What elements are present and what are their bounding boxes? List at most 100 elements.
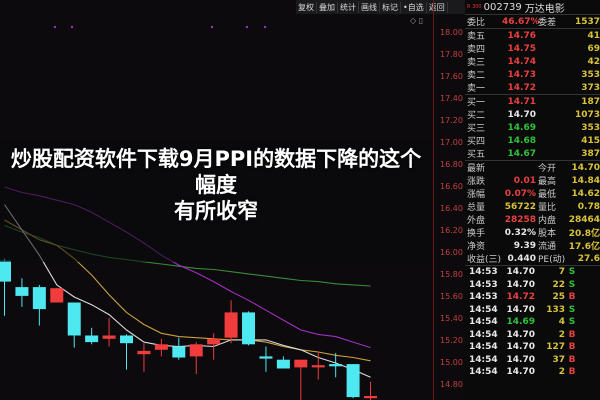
label: 换手: [467, 229, 486, 239]
value: 0.78: [577, 201, 600, 212]
trade-row: 14:53 14.70 7 S: [465, 266, 600, 279]
label: 卖二: [467, 71, 486, 81]
label: 委差: [538, 18, 557, 28]
volume: 42: [587, 56, 600, 67]
trade-volume: 4: [558, 317, 565, 328]
label: 最高: [538, 177, 557, 187]
value: 56722: [504, 201, 536, 212]
label: 买二: [467, 111, 486, 121]
label: 总量: [467, 203, 486, 213]
trade-side: B: [568, 292, 576, 303]
y-tick-label: 14.80: [440, 380, 463, 389]
stat-row: 总量 56722 量比 0.78: [465, 200, 600, 214]
toolbar-button[interactable]: 复权: [296, 1, 317, 13]
trade-time: 14:54: [469, 329, 498, 340]
toolbar-button[interactable]: 叠加: [317, 1, 338, 13]
trade-row: 14:54 14.70 2 B: [465, 366, 600, 379]
candle-body: [189, 344, 203, 357]
y-tick-label: 15.60: [440, 292, 463, 301]
ma5-line: [4, 204, 371, 378]
y-tick-label: 15.00: [440, 358, 463, 367]
trade-time: 14:54: [469, 367, 498, 378]
price: 14.67: [507, 148, 536, 159]
toolbar-button[interactable]: 标记: [380, 1, 401, 13]
price: 14.75: [507, 43, 536, 54]
volume: 1073: [574, 109, 600, 120]
candle-body: [311, 365, 325, 368]
price-axis: 18.00 17.80 17.60 17.40 17.20 17.00 16.80 16.60…: [433, 0, 465, 400]
candle-body: [0, 260, 11, 282]
candle-body: [329, 364, 343, 367]
trade-side: B: [568, 367, 576, 378]
value: 27.6: [577, 253, 600, 264]
diamond-icon[interactable]: ◇: [410, 16, 417, 25]
stat-row: 涨幅 0.07% 最低 14.62: [465, 187, 600, 201]
trade-side: S: [568, 317, 576, 328]
trade-volume: 2: [558, 367, 565, 378]
ask-row: 卖五 14.76 41: [465, 29, 600, 43]
signal-dot: [53, 25, 57, 29]
signal-dot: [210, 25, 214, 29]
label: 买三: [467, 124, 486, 134]
trade-row: 14:53 14.72 25 B: [465, 291, 600, 304]
y-tick-label: 15.20: [440, 336, 463, 345]
y-tick-label: 17.80: [440, 50, 463, 59]
trade-side: S: [568, 279, 576, 290]
y-tick-label: 16.80: [440, 160, 463, 169]
trade-time: 14:54: [469, 354, 498, 365]
price: 14.69: [507, 122, 536, 133]
label: 买五: [467, 150, 486, 160]
bid-row: 买四 14.68 415: [465, 134, 600, 148]
trade-row: 14:54 14.70 37 B: [465, 354, 600, 367]
value: 14.70: [571, 162, 600, 173]
candle-body: [207, 338, 221, 345]
label: 卖一: [467, 84, 486, 94]
trade-row: 14:54 14.70 133 S: [465, 304, 600, 317]
toolbar-button[interactable]: 统计: [338, 1, 359, 13]
toolbar-button[interactable]: •自选: [401, 1, 427, 13]
trade-time: 14:53: [469, 267, 498, 278]
ask-row: 卖三 14.74 42: [465, 55, 600, 69]
label: 委比: [467, 18, 486, 28]
candle-body: [102, 335, 116, 339]
trade-price: 14.70: [506, 342, 535, 353]
y-tick-label: 17.20: [440, 116, 463, 125]
value: 9.39: [513, 240, 536, 251]
y-tick-label: 15.80: [440, 270, 463, 279]
y-tick-label: 16.00: [440, 248, 463, 257]
price: 14.71: [507, 96, 536, 107]
trade-volume: 7: [558, 267, 565, 278]
label: 内盘: [538, 216, 557, 226]
stat-row: 净资 9.39 流通 17.6亿: [465, 239, 600, 253]
y-tick-label: 16.40: [440, 204, 463, 213]
price: 14.68: [507, 135, 536, 146]
volume: 415: [581, 135, 600, 146]
label: 卖四: [467, 45, 486, 55]
trade-price: 14.70: [506, 267, 535, 278]
y-tick-label: 16.60: [440, 182, 463, 191]
trade-price: 14.70: [506, 304, 535, 315]
price: 14.72: [507, 82, 536, 93]
stat-row: 涨跌 0.01 最高 14.84: [465, 174, 600, 188]
trade-time: 14:53: [469, 279, 498, 290]
headline-line2: 有所收窄: [174, 199, 258, 223]
signal-dot: [245, 25, 249, 29]
toolbar-button[interactable]: 返回: [427, 1, 448, 13]
candle-body: [242, 312, 256, 345]
chart-controls[interactable]: ◇ ▯: [410, 16, 423, 25]
bid-row: 买三 14.69 353: [465, 121, 600, 135]
trade-volume: 2: [558, 329, 565, 340]
panel-toggle-icon[interactable]: ▯: [418, 16, 424, 25]
signal-dot: [70, 25, 74, 29]
candle-body: [15, 287, 29, 296]
y-tick-label: 15.40: [440, 314, 463, 323]
bid-row: 买二 14.70 1073: [465, 108, 600, 122]
label: 量比: [538, 203, 557, 213]
label: 净资: [467, 242, 486, 252]
label: 卖三: [467, 58, 486, 68]
candlestick-chart[interactable]: [0, 0, 432, 400]
toolbar-button[interactable]: 画线: [359, 1, 380, 13]
value: 28258: [504, 214, 536, 225]
candle-body: [294, 359, 308, 368]
trade-volume: 25: [552, 292, 565, 303]
